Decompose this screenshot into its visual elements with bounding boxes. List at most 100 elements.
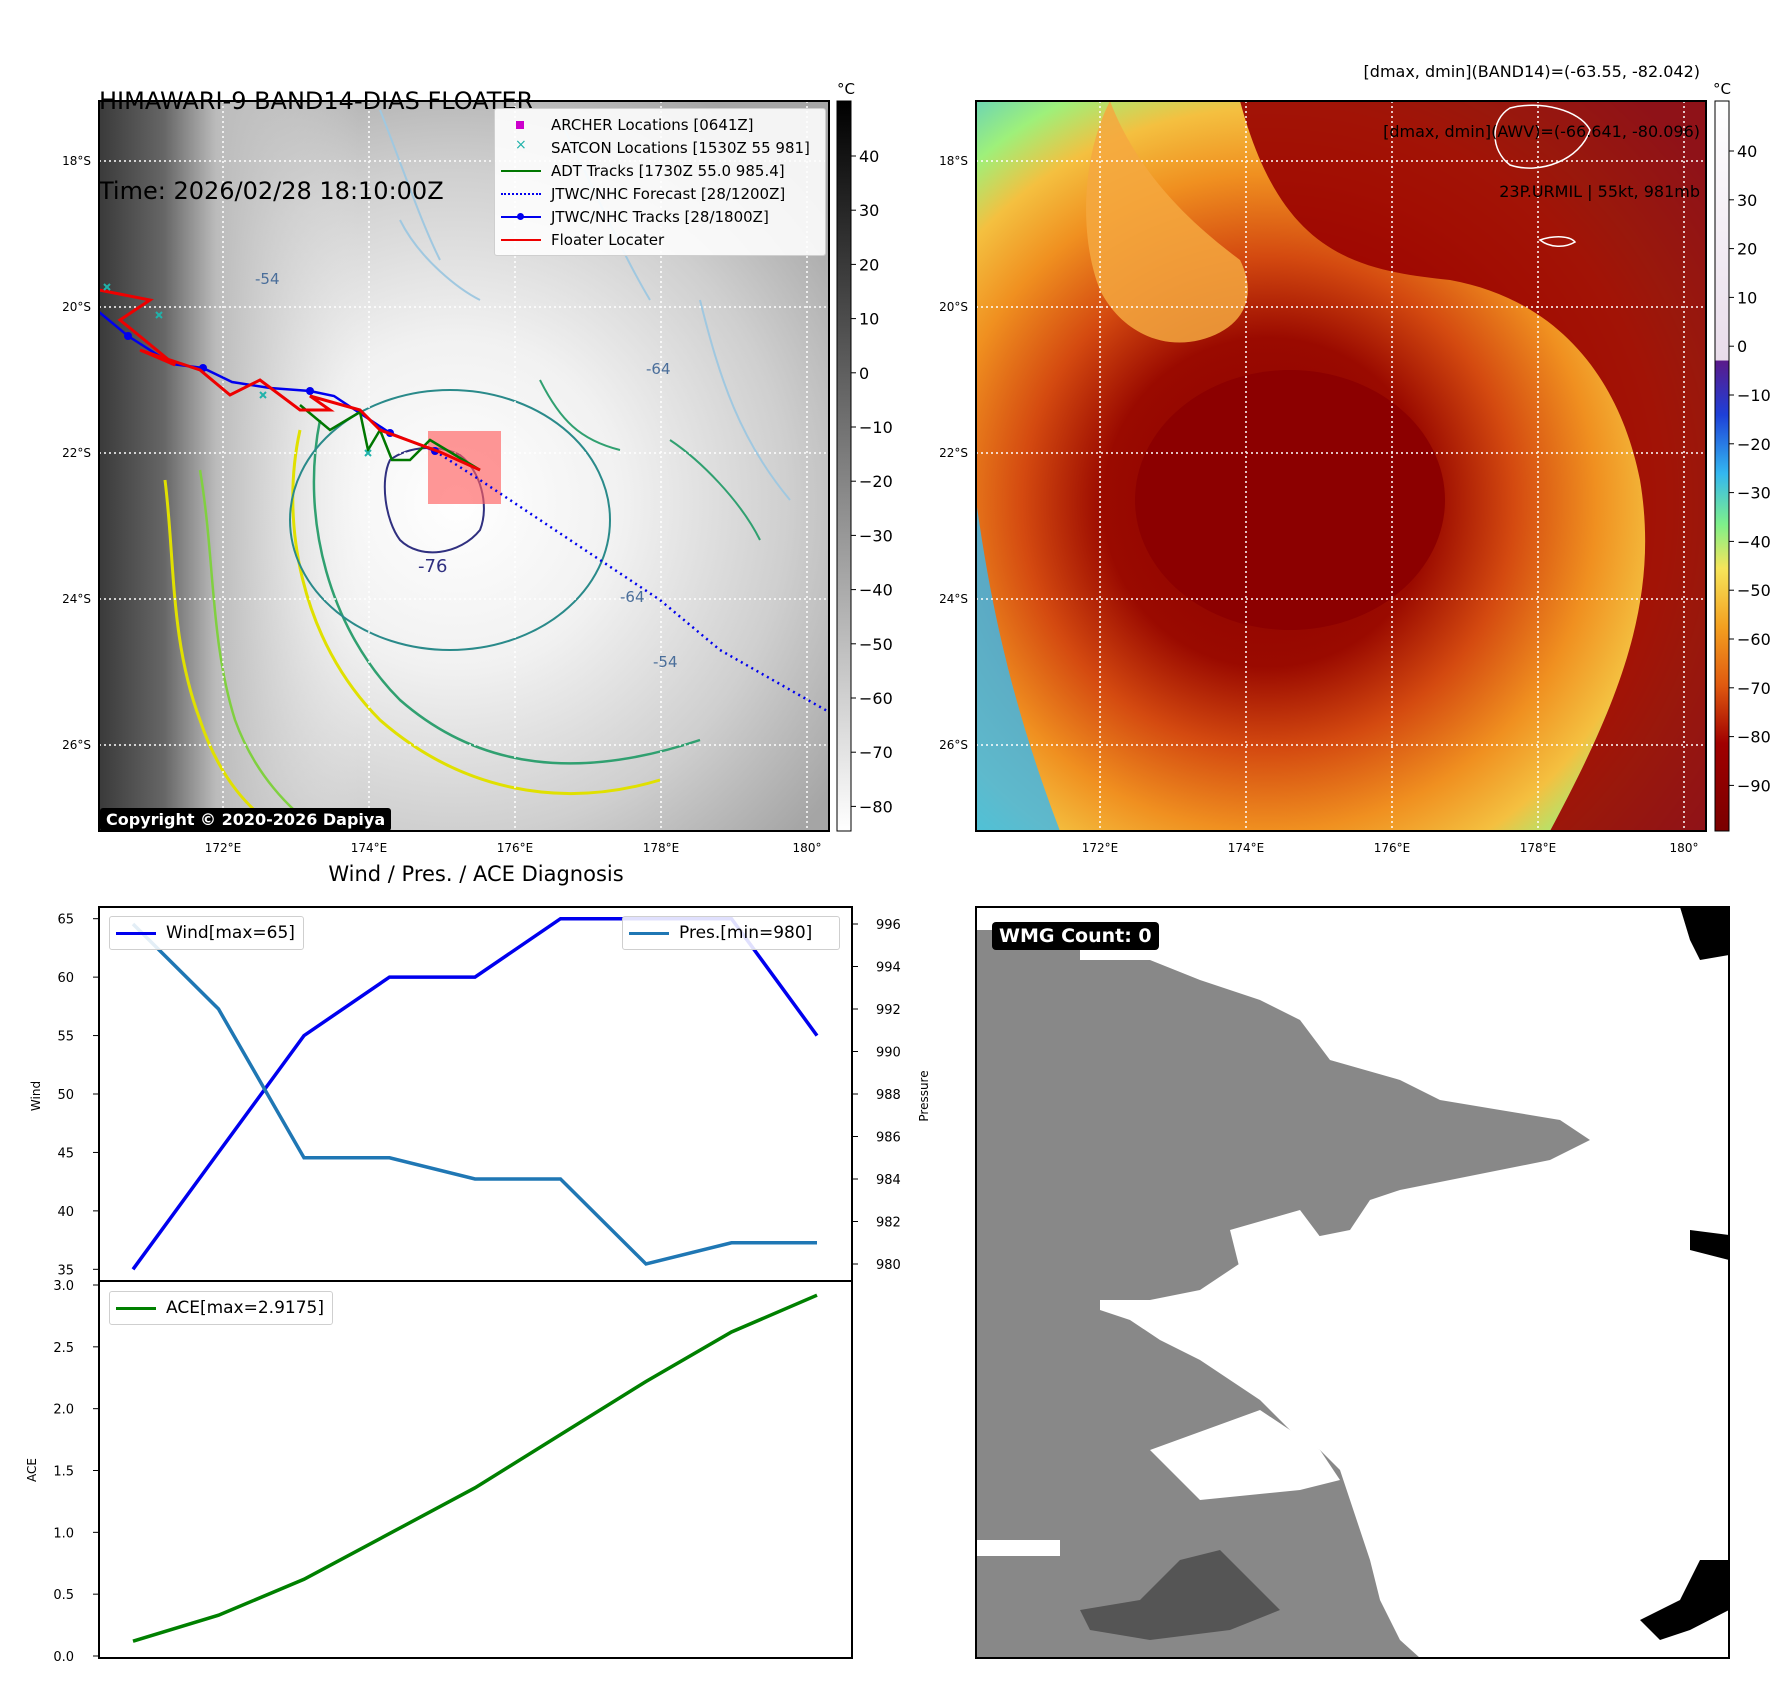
map-legend-swatch-1: ×	[515, 136, 527, 153]
pressure-ytick-label-7: 994	[876, 961, 901, 976]
pressure-ytick-label-3: 986	[876, 1131, 901, 1146]
pressure-ytick-label-1: 982	[876, 1216, 901, 1231]
map-legend-item-3: JTWC/NHC Forecast [28/1200Z]	[495, 182, 825, 205]
awv-lon-label-2: 176°E	[1374, 841, 1411, 855]
figure-title: HIMAWARI-9 BAND14-DIAS FLOATER Time: 202…	[99, 26, 533, 266]
map-legend-label-2: ADT Tracks [1730Z 55.0 985.4]	[551, 161, 785, 180]
ace-ytick-label-2: 1.0	[53, 1526, 74, 1541]
wind-ytick-label-6: 65	[57, 913, 74, 928]
contour-label-1: -54	[255, 270, 280, 288]
satcon-points	[103, 283, 372, 457]
pressure-legend-label: Pres.[min=980]	[679, 923, 813, 943]
awv-frame	[975, 100, 1707, 832]
ace-legend-swatch	[116, 1301, 156, 1315]
awv-colorbar-tick-label-3: 10	[1737, 288, 1757, 307]
ace-ytick-label-3: 1.5	[53, 1465, 74, 1480]
pressure-ytick-label-6: 992	[876, 1003, 901, 1018]
floater-box	[428, 431, 501, 504]
awv-map-panel	[976, 101, 1706, 831]
contour-inner	[289, 389, 611, 651]
map-lon-label-4: 180°	[793, 841, 822, 855]
map-lat-labels: 18°S 20°S 22°S 24°S 26°S	[62, 154, 91, 752]
map-legend-item-2: ADT Tracks [1730Z 55.0 985.4]	[495, 159, 825, 182]
wind-legend: Wind[max=65]	[109, 916, 304, 950]
awv-colorbar-tick-label-2: 20	[1737, 240, 1757, 259]
wmg-white-patch-2	[1230, 1210, 1330, 1280]
awv-moist-southwest	[976, 500, 1060, 831]
map-legend-label-4: JTWC/NHC Tracks [28/1800Z]	[551, 207, 769, 226]
title-line-1: HIMAWARI-9 BAND14-DIAS FLOATER	[99, 87, 534, 115]
awv-colorbar-tick-label-4: 0	[1737, 337, 1747, 356]
wind-ytick-label-5: 60	[57, 971, 74, 986]
ir-colorbar-tick-label-1: 30	[859, 201, 879, 220]
wind-legend-label: Wind[max=65]	[166, 923, 295, 943]
pressure-ytick-label-0: 980	[876, 1258, 901, 1273]
info-line-1: [dmax, dmin](BAND14)=(-63.55, -82.042)	[1363, 62, 1700, 81]
map-legend-swatch-4	[501, 210, 541, 224]
ir-colorbar-tick-label-3: 10	[859, 310, 879, 329]
map-legend-swatch-2	[501, 164, 541, 178]
ir-colorbar-tick-label-5: −10	[859, 418, 893, 437]
map-lat-label-2: 22°S	[62, 446, 91, 460]
wmg-black-patch-1	[1680, 907, 1729, 960]
awv-colorbar-tick-label-6: −20	[1737, 435, 1771, 454]
ir-colorbar	[836, 100, 852, 832]
awv-dry-core-ne	[1240, 101, 1706, 831]
map-lat-label-1: 20°S	[62, 300, 91, 314]
awv-lat-label-3: 24°S	[939, 592, 968, 606]
ir-colorbar-tick-label-2: 20	[859, 255, 879, 274]
contour-east	[539, 379, 761, 541]
wmg-count-label: WMG Count: 0	[992, 922, 1159, 950]
map-gridlines	[99, 101, 829, 831]
map-legend-item-4: JTWC/NHC Tracks [28/1800Z]	[495, 205, 825, 228]
figure-info: [dmax, dmin](BAND14)=(-63.55, -82.042) […	[1364, 22, 1700, 242]
map-lat-label-4: 26°S	[62, 738, 91, 752]
ir-colorbar-tick-label-0: 40	[859, 147, 879, 166]
map-lat-label-0: 18°S	[62, 154, 91, 168]
pressure-ytick-label-2: 984	[876, 1173, 901, 1188]
floater-track-line	[99, 288, 481, 472]
title-line-2: Time: 2026/02/28 18:10:00Z	[99, 177, 444, 205]
awv-lon-label-1: 174°E	[1228, 841, 1265, 855]
contour-label-2: -64	[646, 360, 671, 378]
map-legend-label-1: SATCON Locations [1530Z 55 981]	[551, 138, 810, 157]
awv-lat-label-2: 22°S	[939, 446, 968, 460]
ace-ytick-label-1: 0.5	[53, 1588, 74, 1603]
ir-colorbar-tick-label-9: −50	[859, 635, 893, 654]
ace-legend: ACE[max=2.9175]	[109, 1291, 333, 1325]
ir-colorbar-ticks: 40 30 20 10 0 −10 −20 −30 −40 −50 −60 −70 −80	[851, 147, 893, 816]
pressure-yticks: 980 982 984 986 988 990 992 994 996	[852, 918, 901, 1273]
ace-ytick-label-5: 2.5	[53, 1341, 74, 1356]
adt-track-line	[299, 404, 481, 472]
contour-green-west	[198, 469, 321, 831]
ir-dry-region	[99, 101, 359, 831]
map-legend-label-5: Floater Locater	[551, 230, 665, 249]
wind-ytick-label-2: 45	[57, 1146, 74, 1161]
awv-colorbar	[1714, 100, 1730, 832]
contour-label-3: -76	[418, 556, 447, 577]
wind-yticks: 35 40 45 50 55 60 65	[57, 913, 99, 1278]
wmg-dark-region	[1080, 1550, 1280, 1640]
awv-colorbar-tick-label-10: −60	[1737, 630, 1771, 649]
wind-ytick-label-1: 40	[57, 1205, 74, 1220]
awv-lat-label-1: 20°S	[939, 300, 968, 314]
ace-legend-label: ACE[max=2.9175]	[166, 1298, 324, 1318]
wmg-white-patch-1	[1150, 1410, 1340, 1500]
map-lon-label-0: 172°E	[205, 841, 242, 855]
map-legend-item-1: × SATCON Locations [1530Z 55 981]	[495, 136, 825, 159]
awv-colorbar-tick-label-0: 40	[1737, 142, 1757, 161]
ir-colorbar-tick-label-10: −60	[859, 689, 893, 708]
wmg-black-patch-2	[1690, 1230, 1729, 1260]
wmg-frame	[975, 906, 1730, 1659]
ace-yticks: 0.0 0.5 1.0 1.5 2.0 2.5 3.0	[53, 1279, 99, 1665]
awv-colorbar-tick-label-12: −80	[1737, 728, 1771, 747]
awv-colorbar-tick-label-13: −90	[1737, 776, 1771, 795]
map-lon-label-3: 178°E	[643, 841, 680, 855]
contour-north	[379, 109, 791, 501]
ace-ylabel: ACE	[25, 1458, 39, 1482]
info-line-2: [dmax, dmin](AWV)=(-66.641, -80.096)	[1383, 122, 1700, 141]
wmg-black-patch-3	[1640, 1560, 1729, 1640]
awv-gridlines	[976, 101, 1706, 831]
